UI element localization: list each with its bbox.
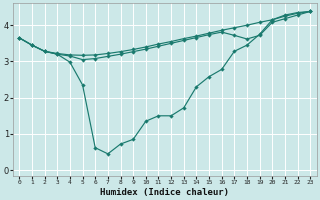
X-axis label: Humidex (Indice chaleur): Humidex (Indice chaleur) [100, 188, 229, 197]
